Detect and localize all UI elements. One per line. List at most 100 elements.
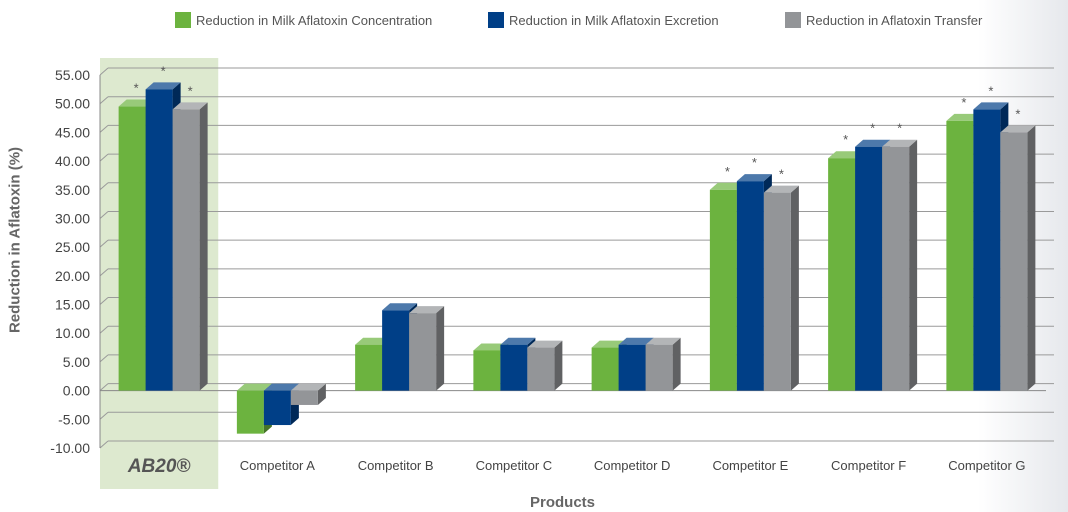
bar-top xyxy=(382,303,418,311)
bar xyxy=(828,158,856,391)
y-axis-title: Reduction in Aflatoxin (%) xyxy=(5,100,25,380)
bar-side xyxy=(672,337,681,391)
gridline-depth xyxy=(99,96,109,105)
legend-item-concentration: Reduction in Milk Aflatoxin Concentratio… xyxy=(175,10,432,30)
bar-top xyxy=(473,343,509,351)
bar xyxy=(382,310,410,391)
bar-top xyxy=(736,174,772,182)
y-tick-label: 10.00 xyxy=(55,325,90,341)
bar xyxy=(763,192,791,391)
category-label: Competitor C xyxy=(476,458,553,473)
significance-marker: * xyxy=(779,167,784,182)
bar-top xyxy=(1000,125,1036,133)
bar xyxy=(527,347,555,391)
gridline-depth xyxy=(99,153,109,162)
significance-marker: * xyxy=(161,63,166,78)
bar-top xyxy=(645,337,681,345)
gridline-depth xyxy=(99,239,109,248)
category-label: Competitor D xyxy=(594,458,671,473)
legend-label-concentration: Reduction in Milk Aflatoxin Concentratio… xyxy=(196,12,433,28)
y-tick-label: 50.00 xyxy=(55,96,90,112)
bar xyxy=(591,347,619,391)
bar xyxy=(172,109,200,391)
bar-top xyxy=(118,99,154,107)
significance-marker: * xyxy=(988,83,993,98)
y-tick-label: 5.00 xyxy=(63,354,90,370)
significance-marker: * xyxy=(961,95,966,110)
bar-side xyxy=(436,306,445,391)
gridline-depth xyxy=(99,440,109,449)
y-tick-label: 55.00 xyxy=(55,67,90,83)
y-tick-label: 15.00 xyxy=(55,297,90,313)
gridline-depth xyxy=(99,383,109,391)
y-tick-label: -10.00 xyxy=(50,440,90,456)
bar-top xyxy=(855,139,891,147)
bar-side xyxy=(909,139,918,391)
bar xyxy=(355,344,383,391)
significance-marker: * xyxy=(134,81,139,96)
gridline-depth xyxy=(99,411,109,420)
bar xyxy=(618,344,646,391)
significance-marker: * xyxy=(870,121,875,136)
bar-top xyxy=(409,306,445,314)
gridline-depth xyxy=(99,325,109,334)
legend-item-transfer: Reduction in Aflatoxin Transfer xyxy=(785,10,982,30)
gridline-depth xyxy=(99,182,109,191)
x-axis-title: Products xyxy=(530,494,596,511)
bar-top xyxy=(946,113,982,121)
gridline-depth xyxy=(99,67,109,76)
legend-swatch-concentration xyxy=(175,12,191,28)
bar xyxy=(290,390,318,405)
significance-marker: * xyxy=(1015,106,1020,121)
bar-top xyxy=(263,383,299,391)
bar-top xyxy=(828,151,864,159)
gridline-depth xyxy=(99,268,109,277)
bar-side xyxy=(1027,125,1036,391)
category-label: Competitor F xyxy=(831,458,906,473)
bar xyxy=(118,106,146,391)
bar xyxy=(973,109,1001,391)
bar xyxy=(736,181,764,391)
bar xyxy=(145,89,173,391)
category-label: Competitor A xyxy=(240,458,315,473)
category-label: Competitor G xyxy=(948,458,1025,473)
gridline-depth xyxy=(99,125,109,133)
bar xyxy=(709,189,737,391)
bar xyxy=(236,390,264,434)
bar-top xyxy=(618,337,654,345)
y-tick-label: 20.00 xyxy=(55,268,90,284)
y-tick-label: -5.00 xyxy=(58,411,90,427)
bar-side xyxy=(790,185,799,391)
legend-label-transfer: Reduction in Aflatoxin Transfer xyxy=(806,12,983,28)
legend-swatch-excretion xyxy=(488,12,504,28)
bar-top xyxy=(973,102,1009,110)
bar xyxy=(645,344,673,391)
gridline-depth xyxy=(99,354,109,363)
bar xyxy=(946,120,974,391)
bar-top xyxy=(145,82,181,90)
significance-marker: * xyxy=(752,155,757,170)
bar xyxy=(1000,132,1028,391)
legend-swatch-transfer xyxy=(785,12,801,28)
gridline-depth xyxy=(99,297,109,305)
bar xyxy=(500,344,528,391)
significance-marker: * xyxy=(897,121,902,136)
category-label-featured: AB20® xyxy=(127,456,191,477)
significance-marker: * xyxy=(843,132,848,147)
legend-label-excretion: Reduction in Milk Aflatoxin Excretion xyxy=(509,12,719,28)
bar-top xyxy=(500,337,536,345)
y-tick-label: 45.00 xyxy=(55,124,90,140)
y-tick-label: 30.00 xyxy=(55,210,90,226)
bar-top xyxy=(236,383,272,391)
bar-side xyxy=(199,102,208,391)
bar-top xyxy=(290,383,326,391)
legend: Reduction in Milk Aflatoxin Concentratio… xyxy=(0,10,1068,30)
significance-marker: * xyxy=(725,164,730,179)
bar-side xyxy=(554,340,563,391)
bar-top xyxy=(527,340,563,348)
significance-marker: * xyxy=(188,83,193,98)
bar-top xyxy=(709,182,745,190)
bar xyxy=(882,146,910,391)
bar-top xyxy=(763,185,799,193)
